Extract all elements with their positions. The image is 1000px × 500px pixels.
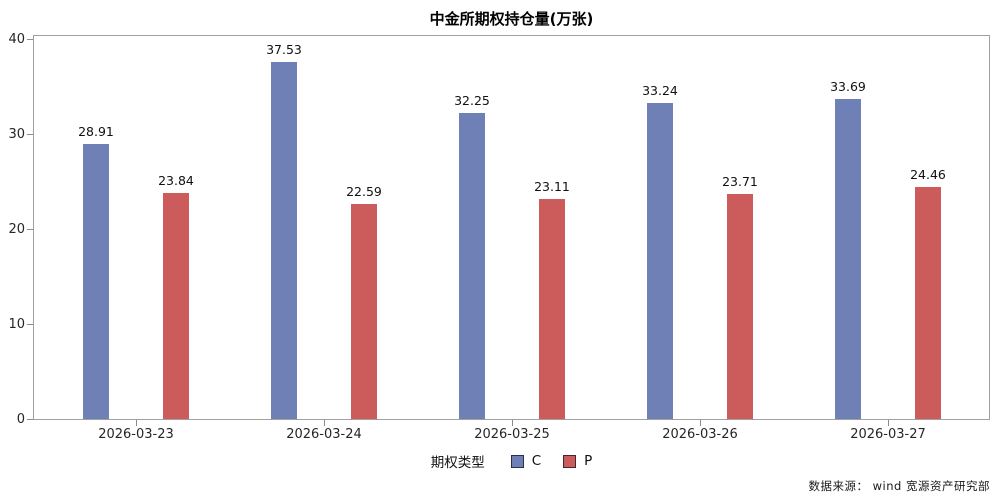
y-tick-mark — [27, 229, 33, 230]
y-tick-mark — [27, 39, 33, 40]
x-tick-mark — [324, 420, 325, 426]
bar-value-label: 23.71 — [722, 174, 758, 189]
y-tick-mark — [27, 324, 33, 325]
legend-item-c: C — [510, 453, 542, 469]
legend-swatch-c — [510, 454, 524, 468]
y-tick-mark — [27, 134, 33, 135]
y-tick-label: 40 — [8, 32, 25, 47]
bar-value-label: 37.53 — [266, 42, 302, 57]
y-tick-mark — [27, 419, 33, 420]
bar-c-2026-03-24 — [271, 62, 297, 419]
x-tick-mark — [888, 420, 889, 426]
y-tick-label: 0 — [16, 412, 25, 427]
y-tick-label: 30 — [8, 127, 25, 142]
x-tick-label: 2026-03-23 — [98, 427, 174, 442]
bar-p-2026-03-23 — [163, 193, 189, 419]
bar-p-2026-03-25 — [539, 199, 565, 419]
bar-value-label: 23.84 — [158, 173, 194, 188]
bar-p-2026-03-24 — [351, 204, 377, 419]
bar-value-label: 32.25 — [454, 93, 490, 108]
bar-c-2026-03-26 — [647, 103, 673, 419]
bar-p-2026-03-26 — [727, 194, 753, 419]
x-tick-label: 2026-03-26 — [662, 427, 738, 442]
legend-item-p: P — [563, 453, 592, 469]
bar-value-label: 33.24 — [642, 83, 678, 98]
bar-value-label: 22.59 — [346, 184, 382, 199]
legend-label: P — [584, 453, 593, 469]
plot-area: 0 10 20 30 40 28.91 23.84 2026-03-23 37.53 22.59 2… — [8, 33, 990, 442]
bar-value-label: 24.46 — [910, 167, 946, 182]
x-tick-mark — [136, 420, 137, 426]
data-source-note: 数据来源： wind 宽源资产研究部 — [808, 479, 990, 493]
legend-title: 期权类型 — [430, 455, 485, 471]
y-tick-label: 20 — [8, 222, 25, 237]
bar-value-label: 23.11 — [534, 179, 570, 194]
x-tick-label: 2026-03-25 — [474, 427, 550, 442]
bar-c-2026-03-23 — [83, 144, 109, 419]
bar-p-2026-03-27 — [915, 187, 941, 419]
bar-value-label: 28.91 — [78, 124, 114, 139]
bar-c-2026-03-25 — [459, 113, 485, 419]
x-tick-label: 2026-03-27 — [850, 427, 926, 442]
bar-c-2026-03-27 — [835, 99, 861, 419]
legend-swatch-p — [563, 454, 577, 468]
bar-value-label: 33.69 — [830, 79, 866, 94]
x-tick-label: 2026-03-24 — [286, 427, 362, 442]
x-tick-mark — [512, 420, 513, 426]
y-tick-label: 10 — [8, 317, 25, 332]
legend-label: C — [531, 453, 542, 469]
x-tick-mark — [700, 420, 701, 426]
chart-title: 中金所期权持仓量(万张) — [429, 10, 594, 28]
